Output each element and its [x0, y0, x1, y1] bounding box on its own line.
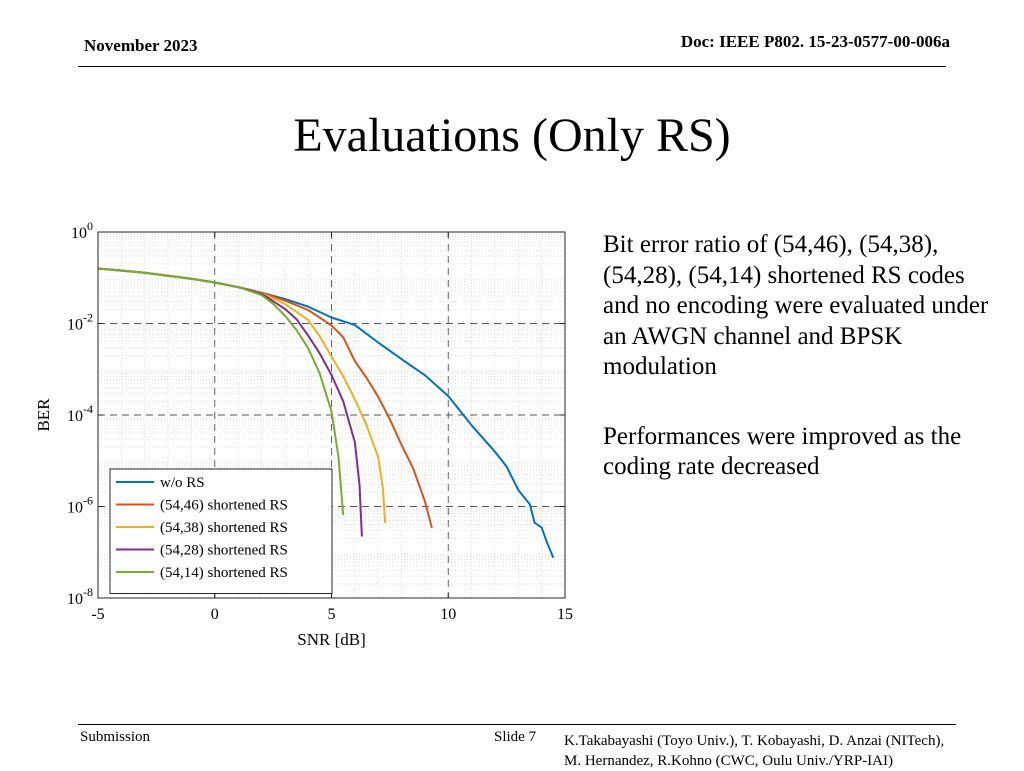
footer-submission: Submission — [80, 729, 151, 745]
footer-authors-line-1: K.Takabayashi (Toyo Univ.), T. Kobayashi… — [564, 733, 945, 749]
legend-entry: w/o RS — [160, 475, 205, 491]
slide-title: Evaluations (Only RS) — [293, 109, 731, 162]
header-date: November 2023 — [84, 36, 198, 55]
y-tick-label: 10-2 — [67, 311, 93, 334]
axis-ticks — [97, 231, 566, 599]
legend-entry: (54,38) shortened RS — [160, 520, 288, 536]
description: Bit error ratio of (54,46), (54,38), (54… — [603, 230, 1003, 522]
footer-authors-line-2: M. Hernandez, R.Kohno (CWC, Oulu Univ./Y… — [564, 753, 893, 769]
x-tick-label: 5 — [328, 606, 336, 623]
legend-entry: (54,14) shortened RS — [160, 565, 288, 581]
footer-divider — [78, 724, 956, 725]
series-line — [97, 267, 345, 516]
legend-entry: (54,28) shortened RS — [160, 543, 288, 559]
legend-entry: (54,46) shortened RS — [160, 498, 288, 514]
y-tick-label: 10-4 — [67, 402, 93, 425]
y-axis-label: BER — [34, 398, 53, 432]
y-tick-label: 100 — [71, 219, 93, 242]
x-tick-label: 15 — [557, 606, 573, 623]
y-tick-labels: 100 10-2 10-4 10-6 10-8 — [67, 219, 93, 608]
y-tick-label: 10-8 — [67, 585, 93, 608]
legend: w/o RS (54,46) shortened RS (54,38) shorte… — [109, 468, 333, 594]
x-tick-label: 10 — [440, 606, 456, 623]
description-paragraph-1: Bit error ratio of (54,46), (54,38), (54… — [603, 231, 989, 380]
footer-slide-number: Slide 7 — [494, 729, 537, 745]
x-tick-label: -5 — [91, 606, 104, 623]
description-paragraph-2: Performances were improved as the coding… — [603, 422, 962, 481]
x-tick-label: 0 — [211, 606, 219, 623]
x-axis-label: SNR [dB] — [297, 630, 365, 649]
footer-authors: K.Takabayashi (Toyo Univ.), T. Kobayashi… — [564, 731, 1014, 771]
x-tick-labels: -5 0 5 10 15 — [91, 606, 573, 623]
y-tick-label: 10-6 — [67, 494, 93, 517]
header-doc-id: Doc: IEEE P802. 15-23-0577-00-006a — [680, 32, 950, 51]
ber-chart: -5 0 5 10 15 100 10-2 10-4 10-6 10-8 SNR [dB] BE… — [34, 219, 573, 649]
series-lines — [97, 267, 555, 559]
header-divider — [78, 66, 946, 67]
